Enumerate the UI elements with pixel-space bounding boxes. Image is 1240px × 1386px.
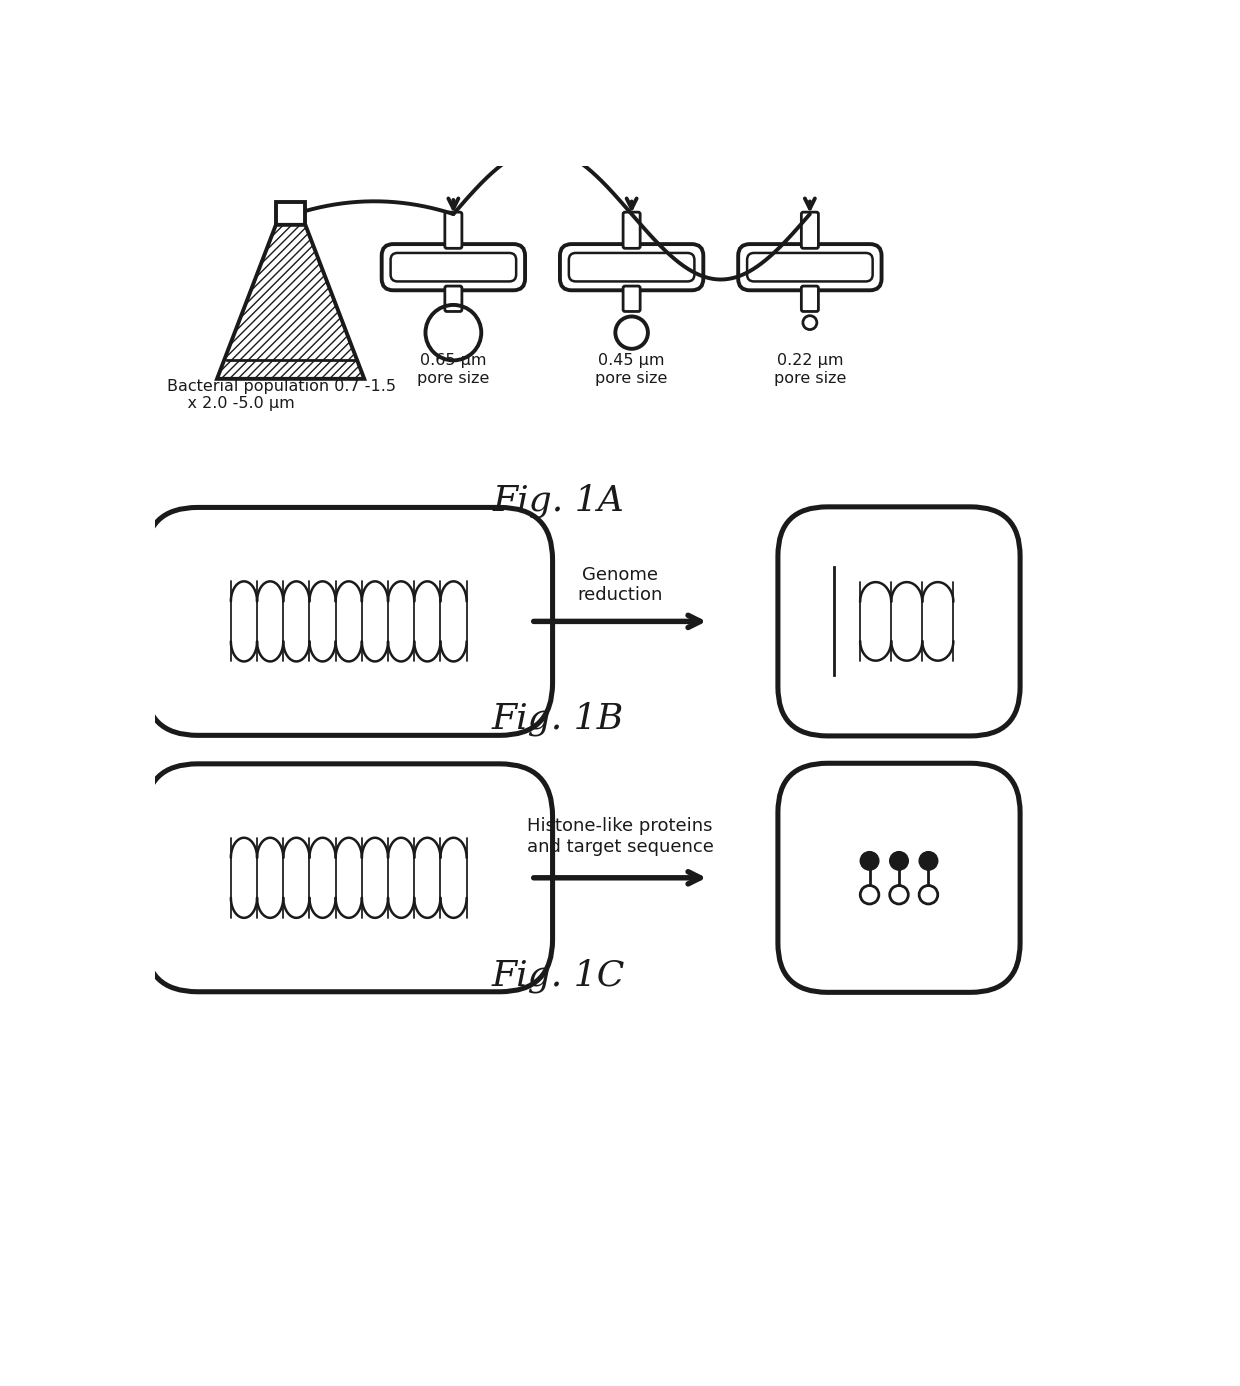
- FancyBboxPatch shape: [382, 244, 525, 290]
- FancyBboxPatch shape: [801, 212, 818, 248]
- Text: Fig. 1A: Fig. 1A: [492, 484, 624, 518]
- Text: 0.22 μm
pore size: 0.22 μm pore size: [774, 353, 846, 385]
- FancyBboxPatch shape: [801, 286, 818, 312]
- Polygon shape: [217, 225, 365, 378]
- FancyBboxPatch shape: [624, 212, 640, 248]
- Text: Genome
reduction: Genome reduction: [578, 565, 662, 604]
- Text: 0.45 μm
pore size: 0.45 μm pore size: [595, 353, 668, 385]
- Text: 0.65 μm
pore size: 0.65 μm pore size: [417, 353, 490, 385]
- Polygon shape: [275, 202, 305, 225]
- FancyBboxPatch shape: [624, 286, 640, 312]
- FancyBboxPatch shape: [391, 252, 516, 281]
- Circle shape: [919, 851, 937, 870]
- Text: Histone-like proteins
and target sequence: Histone-like proteins and target sequenc…: [527, 818, 713, 857]
- Circle shape: [861, 851, 879, 870]
- Text: Fig. 1C: Fig. 1C: [491, 958, 625, 992]
- FancyBboxPatch shape: [445, 286, 463, 312]
- Text: Fig. 1B: Fig. 1B: [492, 701, 624, 736]
- FancyBboxPatch shape: [777, 764, 1021, 992]
- Text: Bacterial population 0.7 -1.5
    x 2.0 -5.0 μm: Bacterial population 0.7 -1.5 x 2.0 -5.0…: [166, 378, 396, 412]
- FancyBboxPatch shape: [445, 212, 463, 248]
- Circle shape: [890, 851, 908, 870]
- FancyBboxPatch shape: [746, 252, 873, 281]
- FancyBboxPatch shape: [738, 244, 882, 290]
- FancyBboxPatch shape: [569, 252, 694, 281]
- FancyBboxPatch shape: [560, 244, 703, 290]
- FancyBboxPatch shape: [145, 507, 553, 736]
- FancyBboxPatch shape: [145, 764, 553, 992]
- FancyBboxPatch shape: [777, 507, 1021, 736]
